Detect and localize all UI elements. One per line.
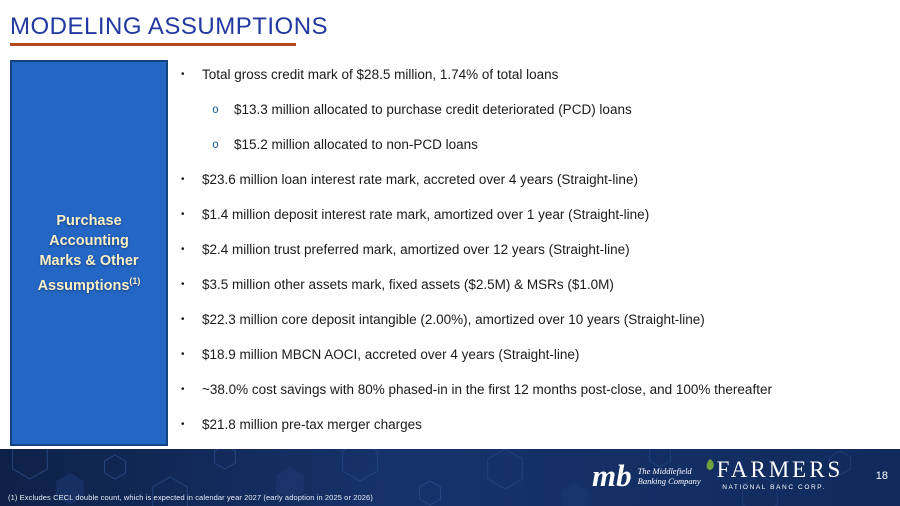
farmers-name-text: FARMERS — [716, 457, 844, 482]
category-label-line: Assumptions(1) — [38, 271, 141, 296]
title-underline — [10, 43, 296, 46]
bullet-icon: • — [181, 314, 185, 325]
list-subitem: o $15.2 million allocated to non-PCD loa… — [178, 137, 888, 152]
middlefield-logo-mark: mb — [592, 458, 632, 493]
list-item: • $23.6 million loan interest rate mark,… — [178, 172, 888, 187]
list-subitem: o $13.3 million allocated to purchase cr… — [178, 102, 888, 117]
bullet-icon: • — [181, 244, 185, 255]
sub-bullet-icon: o — [212, 137, 219, 151]
list-item-text: $13.3 million allocated to purchase cred… — [234, 102, 632, 117]
list-item: • ~38.0% cost savings with 80% phased-in… — [178, 382, 888, 397]
list-item-text: $1.4 million deposit interest rate mark,… — [202, 207, 650, 222]
list-item: • $1.4 million deposit interest rate mar… — [178, 207, 888, 222]
farmers-logo: FARMERS NATIONAL BANC CORP. — [703, 457, 845, 491]
category-label-line: Marks & Other — [39, 252, 139, 269]
list-item-text: $21.8 million pre-tax merger charges — [202, 417, 422, 432]
list-item: • $21.8 million pre-tax merger charges — [178, 417, 888, 432]
page-number: 18 — [875, 470, 888, 482]
list-item: • Total gross credit mark of $28.5 milli… — [178, 67, 888, 82]
bullet-icon: • — [181, 174, 185, 185]
middlefield-logo-tagline: The Middlefield Banking Company — [638, 466, 701, 486]
category-label-line: Purchase — [56, 212, 122, 229]
list-item: • $2.4 million trust preferred mark, amo… — [178, 242, 888, 257]
middlefield-logo: mb The Middlefield Banking Company — [592, 459, 701, 493]
footnote-text: (1) Excludes CECL double count, which is… — [8, 493, 373, 502]
middlefield-tagline-line2: Banking Company — [637, 476, 701, 486]
farmers-logo-name: FARMERS — [705, 457, 844, 483]
leaf-icon — [706, 459, 714, 470]
list-item: • $3.5 million other assets mark, fixed … — [178, 277, 888, 292]
list-item-text: $2.4 million trust preferred mark, amort… — [202, 242, 630, 257]
page-title: MODELING ASSUMPTIONS — [10, 13, 329, 40]
assumptions-list: • Total gross credit mark of $28.5 milli… — [178, 67, 888, 432]
farmers-logo-subtitle: NATIONAL BANC CORP. — [722, 484, 826, 491]
list-item-text: $18.9 million MBCN AOCI, accreted over 4… — [202, 347, 580, 362]
category-label-line: Accounting — [49, 232, 129, 249]
category-label-text: Assumptions — [37, 277, 130, 294]
list-item-text: $3.5 million other assets mark, fixed as… — [202, 277, 614, 292]
list-item-text: $22.3 million core deposit intangible (2… — [202, 312, 705, 327]
bullet-icon: • — [181, 69, 185, 80]
list-item-text: Total gross credit mark of $28.5 million… — [202, 67, 559, 82]
bullet-icon: • — [181, 209, 185, 220]
sub-bullet-icon: o — [212, 102, 219, 116]
list-item: • $22.3 million core deposit intangible … — [178, 312, 888, 327]
list-item-text: $15.2 million allocated to non-PCD loans — [234, 137, 478, 152]
list-item-text: ~38.0% cost savings with 80% phased-in i… — [202, 382, 772, 397]
category-label: Purchase Accounting Marks & Other Assump… — [38, 211, 141, 296]
bullet-icon: • — [181, 384, 185, 395]
bullet-icon: • — [181, 419, 185, 430]
bullet-icon: • — [181, 279, 185, 290]
footnote-marker: (1) — [129, 275, 141, 286]
category-box: Purchase Accounting Marks & Other Assump… — [10, 60, 168, 446]
footer-band: (1) Excludes CECL double count, which is… — [0, 449, 900, 506]
list-item: • $18.9 million MBCN AOCI, accreted over… — [178, 347, 888, 362]
bullet-icon: • — [181, 349, 185, 360]
middlefield-tagline-line1: The Middlefield — [637, 466, 692, 476]
list-item-text: $23.6 million loan interest rate mark, a… — [202, 172, 638, 187]
